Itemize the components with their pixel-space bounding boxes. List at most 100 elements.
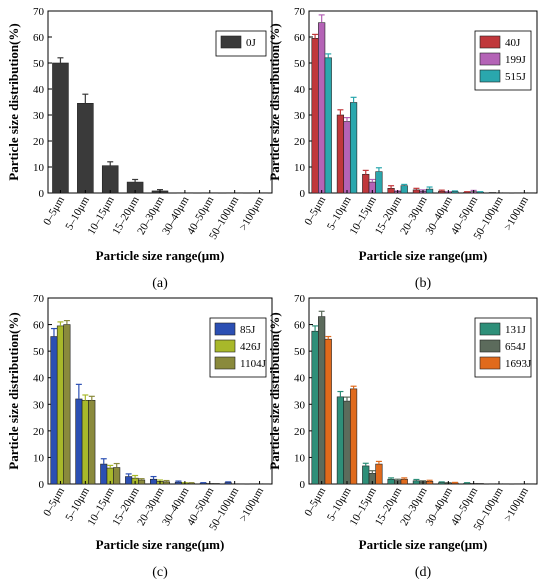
panel-3: 0102030405060700–5μm5–10μm10–15μm15–20μm… (6, 293, 273, 580)
panel-1: 0102030405060700–5μm5–10μm10–15μm15–20μm… (6, 6, 273, 291)
y-tick-label: 10 (33, 452, 45, 464)
y-tick-label: 50 (294, 58, 306, 70)
bar (425, 481, 434, 485)
y-tick-label: 60 (294, 32, 306, 44)
bar (101, 165, 119, 194)
bar (318, 22, 326, 194)
bar (149, 478, 158, 485)
x-tick-label: >100μm (502, 194, 531, 233)
y-axis-title: Particle size distribution(%) (267, 312, 282, 469)
x-axis-title: Particle size range(μm) (359, 248, 488, 263)
bar (138, 479, 146, 485)
bar (336, 396, 345, 485)
legend-swatch (479, 356, 501, 370)
y-tick-label: 30 (294, 110, 306, 122)
x-tick-label: 0–5μm (41, 485, 67, 518)
bar (75, 398, 83, 485)
bar (318, 316, 326, 485)
panel-label: (a) (152, 276, 168, 291)
legend-swatch (214, 339, 236, 353)
legend-swatch (479, 322, 501, 336)
bar (311, 330, 319, 485)
legend-swatch (479, 52, 501, 66)
legend-label: 654J (505, 341, 527, 353)
bar (375, 463, 383, 485)
bar (81, 399, 89, 485)
legend-swatch (220, 35, 242, 49)
panel-label: (d) (415, 565, 432, 580)
bar (438, 482, 446, 485)
legend-label: 131J (505, 324, 527, 336)
y-tick-label: 0 (300, 188, 306, 200)
bar (113, 467, 121, 485)
y-tick-label: 40 (33, 373, 45, 385)
bar (387, 188, 395, 194)
y-tick-label: 20 (294, 136, 306, 148)
y-tick-label: 60 (294, 320, 306, 332)
bar (56, 325, 64, 485)
bar (463, 191, 471, 194)
bar (212, 483, 220, 485)
y-tick-label: 70 (33, 6, 45, 18)
y-tick-label: 40 (294, 84, 306, 96)
bar (451, 191, 459, 194)
legend: 40J 199J 515J (474, 30, 532, 91)
panel-label: (b) (415, 276, 432, 291)
bar (88, 399, 96, 485)
y-tick-label: 10 (294, 452, 306, 464)
y-tick-label: 30 (294, 399, 306, 411)
legend-swatch (214, 356, 236, 370)
y-tick-label: 30 (33, 110, 45, 122)
x-axis-title: Particle size range(μm) (359, 537, 488, 552)
y-axis-title: Particle size distribution(%) (6, 312, 21, 469)
bar (425, 188, 434, 194)
legend: 85J 426J 1104J (209, 317, 267, 378)
bar (412, 189, 421, 194)
y-tick-label: 40 (294, 373, 306, 385)
y-tick-label: 60 (33, 320, 45, 332)
bar (50, 336, 58, 485)
bar (100, 463, 108, 485)
x-tick-label: 0–5μm (302, 485, 328, 518)
x-axis-title: Particle size range(μm) (96, 248, 225, 263)
bar (362, 465, 370, 485)
y-tick-label: 20 (33, 426, 45, 438)
bar (400, 185, 408, 194)
y-axis-title: Particle size distribution(%) (267, 23, 282, 180)
legend-label: 426J (240, 341, 262, 353)
bar (324, 57, 332, 194)
y-tick-label: 70 (294, 293, 306, 305)
bar (412, 480, 421, 485)
bar (174, 481, 182, 485)
bar (349, 102, 358, 194)
bar (349, 388, 358, 485)
y-tick-label: 10 (294, 162, 306, 174)
legend-label: 1693J (505, 358, 532, 370)
bar (224, 482, 232, 485)
bar (199, 482, 207, 485)
legend-swatch (214, 322, 236, 336)
x-tick-label: >100μm (237, 485, 266, 524)
bar (488, 192, 497, 194)
panel-label: (c) (152, 565, 168, 580)
legend-label: 1104J (240, 358, 267, 370)
y-tick-label: 70 (294, 6, 306, 18)
bar (451, 482, 459, 485)
legend: 0J (215, 30, 267, 57)
legend-label: 85J (240, 324, 256, 336)
bar (324, 338, 332, 485)
bar (476, 483, 484, 485)
legend: 131J 654J 1693J (474, 317, 532, 378)
bar (476, 191, 484, 194)
bar (387, 478, 395, 485)
bar (400, 478, 408, 485)
y-tick-label: 20 (33, 136, 45, 148)
bar (336, 114, 345, 194)
x-tick-label: >100μm (502, 485, 531, 524)
y-tick-label: 30 (33, 399, 45, 411)
legend-label: 0J (246, 37, 257, 49)
bar (77, 103, 94, 194)
y-tick-label: 0 (300, 479, 306, 491)
bar (63, 324, 71, 485)
